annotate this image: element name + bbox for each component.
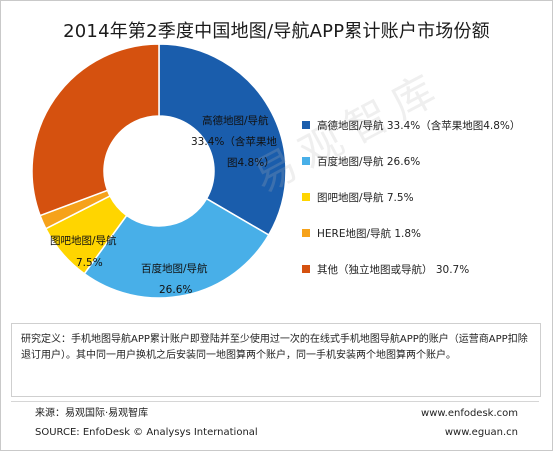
donut-slice-baidu [83, 197, 270, 299]
footer-source-cn: 来源：易观国际·易观智库 [35, 408, 149, 419]
footer-url-enfodesk: www.enfodesk.com [421, 408, 518, 419]
legend-item-gaode: 高德地图/导航 33.4%（含苹果地图4.8%） [302, 117, 552, 133]
slice-label-tuba-1: 图吧地图/导航 [50, 235, 117, 247]
legend-item-other: 其他（独立地图或导航） 30.7% [302, 261, 552, 277]
slice-label-tuba-2: 7.5% [76, 257, 103, 269]
slice-label-gaode-2: 33.4%（含苹果地 [191, 136, 277, 148]
legend-item-tuba: 图吧地图/导航 7.5% [302, 189, 552, 205]
legend-label-baidu: 百度地图/导航 26.6% [317, 155, 421, 168]
slice-label-gaode-3: 图4.8%） [227, 157, 275, 169]
slice-label-gaode-1: 高德地图/导航 [202, 115, 269, 127]
definition-note-box: 研究定义：手机地图导航APP累计账户即登陆并至少使用过一次的在线式手机地图导航A… [11, 323, 541, 397]
donut-slice-other [31, 43, 160, 217]
footer-urls: www.enfodesk.com www.eguan.cn [421, 404, 518, 442]
legend-label-gaode: 高德地图/导航 33.4%（含苹果地图4.8%） [317, 119, 521, 132]
slice-label-baidu-1: 百度地图/导航 [141, 263, 208, 275]
donut-slice-gaode [158, 43, 287, 236]
slice-label-baidu-2: 26.6% [159, 284, 193, 296]
legend-label-tuba: 图吧地图/导航 7.5% [317, 191, 414, 204]
legend-item-here: HERE地图/导航 1.8% [302, 225, 552, 241]
legend-swatch-gaode [302, 121, 310, 129]
legend-label-here: HERE地图/导航 1.8% [317, 227, 422, 240]
chart-legend: 高德地图/导航 33.4%（含苹果地图4.8%） 百度地图/导航 26.6% 图… [302, 117, 552, 297]
legend-label-other: 其他（独立地图或导航） 30.7% [317, 263, 470, 276]
definition-note-text: 研究定义：手机地图导航APP累计账户即登陆并至少使用过一次的在线式手机地图导航A… [21, 334, 528, 361]
legend-item-baidu: 百度地图/导航 26.6% [302, 153, 552, 169]
chart-title: 2014年第2季度中国地图/导航APP累计账户市场份额 [63, 21, 490, 42]
footer-url-eguan: www.eguan.cn [444, 427, 518, 438]
legend-swatch-here [302, 229, 310, 237]
legend-swatch-tuba [302, 193, 310, 201]
footer-divider [11, 401, 539, 402]
legend-swatch-baidu [302, 157, 310, 165]
footer-source-en: SOURCE: EnfoDesk © Analysys Internationa… [35, 427, 258, 438]
footer-source: 来源：易观国际·易观智库 SOURCE: EnfoDesk © Analysys… [35, 404, 258, 442]
legend-swatch-other [302, 265, 310, 273]
